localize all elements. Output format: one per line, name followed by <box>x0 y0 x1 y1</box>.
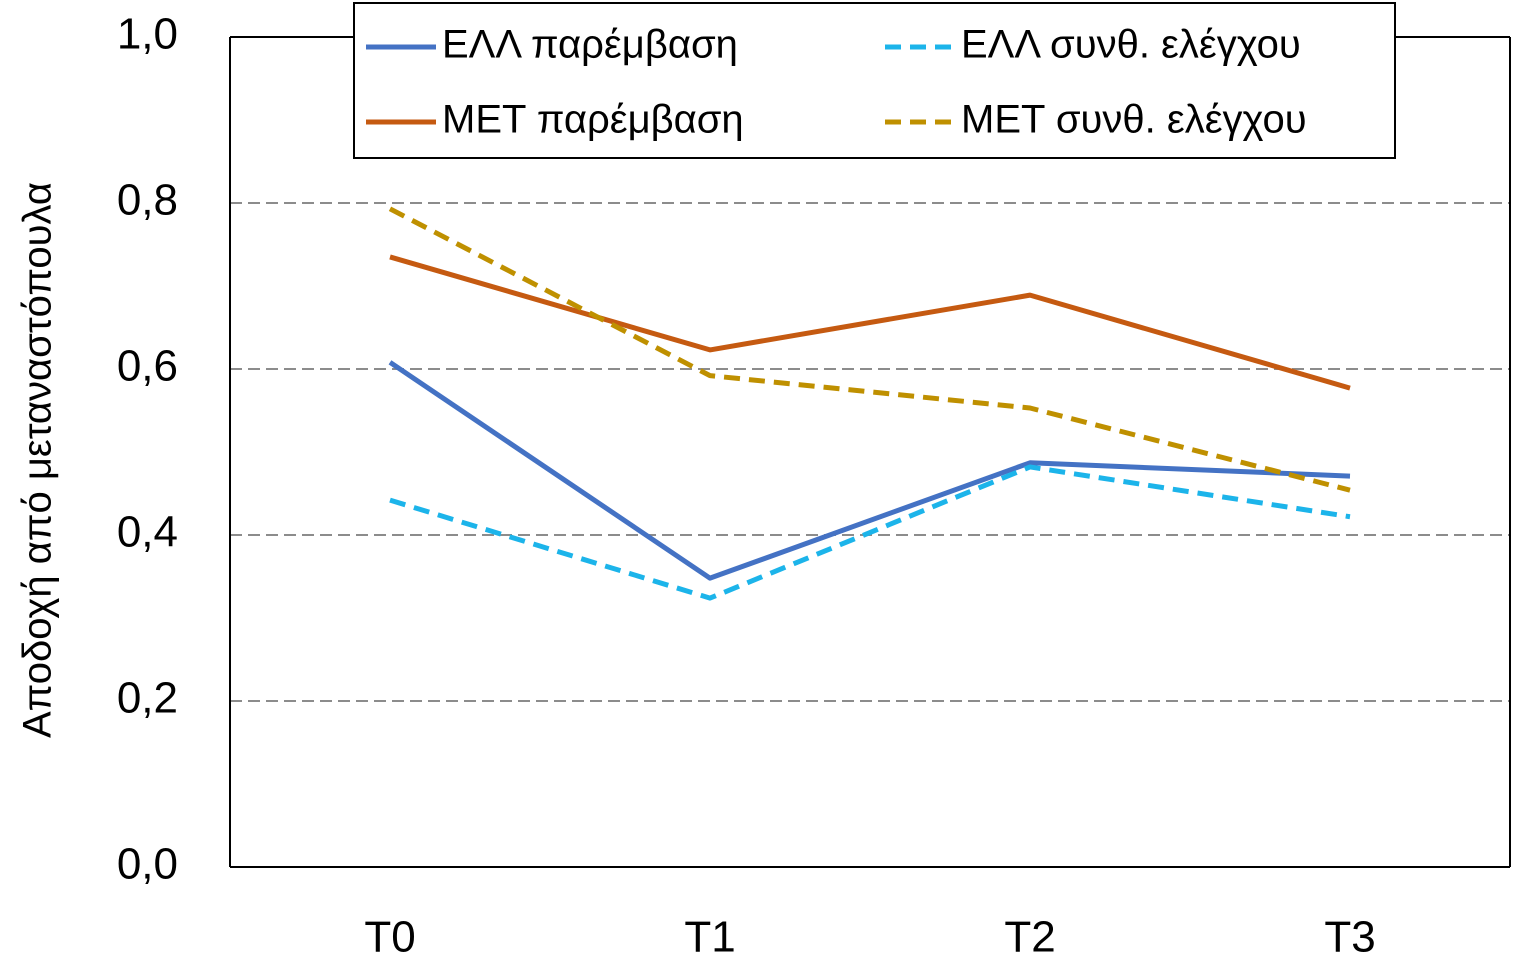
line-series <box>389 254 1351 391</box>
x-tick-label: T1 <box>684 913 735 962</box>
legend-label: ΕΛΛ συνθ. ελέγχου <box>961 23 1301 67</box>
y-tick-label: 0,0 <box>117 840 178 889</box>
legend-label: ΕΛΛ παρέμβαση <box>442 23 738 67</box>
line-series <box>389 464 1351 601</box>
legend-label: ΜΕΤ παρέμβαση <box>442 98 744 142</box>
legend-box <box>353 2 1396 159</box>
y-tick-label: 0,8 <box>117 176 178 225</box>
y-tick-label: 1,0 <box>117 10 178 59</box>
legend-label: ΜΕΤ συνθ. ελέγχου <box>961 98 1307 142</box>
y-axis-label: Αποδοχή από μεταναστόπουλα <box>16 182 60 738</box>
y-tick-label: 0,2 <box>117 674 178 723</box>
x-tick-label: T2 <box>1004 913 1055 962</box>
y-tick-label: 0,6 <box>117 342 178 391</box>
x-tick-label: T3 <box>1324 913 1375 962</box>
y-tick-label: 0,4 <box>117 508 178 557</box>
line-series <box>388 206 1351 493</box>
x-tick-label: T0 <box>364 913 415 962</box>
line-series <box>388 360 1351 581</box>
